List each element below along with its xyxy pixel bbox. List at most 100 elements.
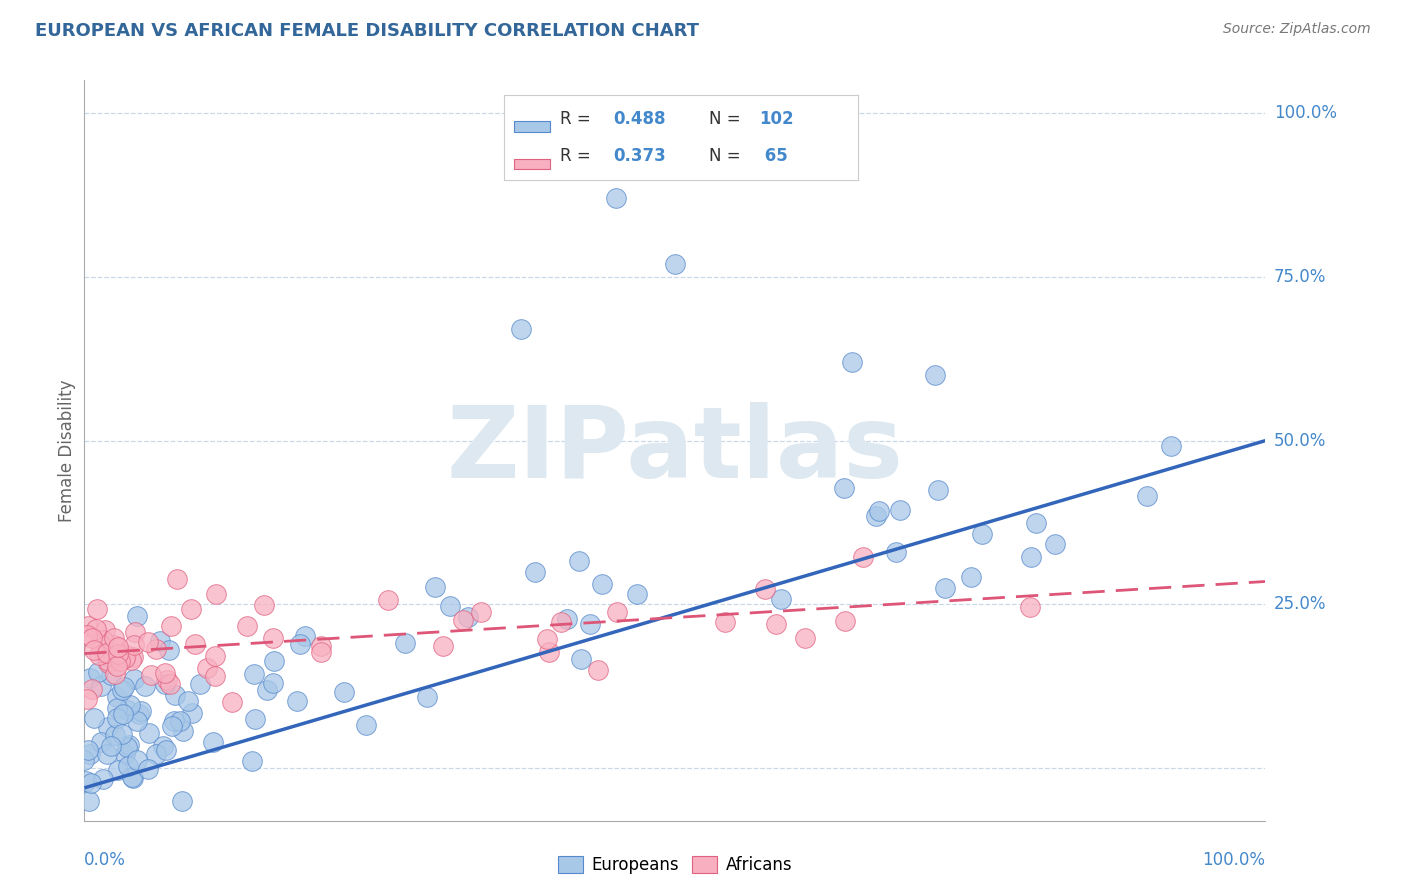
- Point: [180, 601, 202, 615]
- Point: [754, 582, 776, 596]
- Point: [79, 671, 101, 685]
- Point: [263, 654, 285, 668]
- Point: [96, 648, 118, 662]
- Point: [163, 714, 186, 729]
- Text: 50.0%: 50.0%: [1274, 432, 1326, 450]
- Text: 0.0%: 0.0%: [84, 851, 127, 869]
- Point: [114, 747, 136, 762]
- Point: [96, 747, 118, 761]
- Point: [120, 698, 142, 712]
- Point: [128, 706, 150, 721]
- Point: [852, 550, 875, 565]
- Point: [105, 711, 128, 725]
- Text: ZIPatlas: ZIPatlas: [447, 402, 903, 499]
- Point: [115, 648, 138, 663]
- Point: [93, 646, 115, 660]
- Point: [166, 572, 188, 586]
- Point: [114, 650, 136, 665]
- Point: [959, 570, 981, 584]
- Point: [221, 695, 243, 709]
- Point: [180, 706, 202, 721]
- Point: [309, 645, 332, 659]
- Point: [188, 677, 211, 691]
- Point: [285, 694, 308, 708]
- Point: [129, 704, 152, 718]
- Point: [204, 649, 226, 664]
- Point: [157, 643, 180, 657]
- Point: [1136, 489, 1159, 503]
- Point: [550, 615, 572, 629]
- Point: [889, 503, 911, 517]
- Point: [76, 628, 98, 642]
- Point: [294, 629, 316, 643]
- Point: [104, 728, 127, 742]
- Point: [927, 483, 949, 497]
- Point: [834, 614, 856, 628]
- Point: [112, 680, 135, 694]
- Text: 25.0%: 25.0%: [1274, 596, 1326, 614]
- Point: [765, 617, 787, 632]
- Point: [138, 726, 160, 740]
- Point: [568, 554, 591, 568]
- Point: [115, 703, 138, 717]
- Point: [205, 587, 228, 601]
- Point: [416, 690, 439, 705]
- Point: [104, 667, 127, 681]
- Point: [262, 676, 284, 690]
- Point: [924, 368, 946, 383]
- Point: [153, 677, 176, 691]
- Point: [170, 794, 193, 808]
- Point: [155, 742, 177, 756]
- Point: [423, 580, 446, 594]
- Point: [256, 682, 278, 697]
- Point: [664, 257, 686, 271]
- Point: [122, 673, 145, 687]
- Point: [288, 637, 311, 651]
- Text: 75.0%: 75.0%: [1274, 268, 1326, 285]
- Point: [97, 654, 120, 668]
- Point: [470, 605, 492, 619]
- Point: [333, 685, 356, 699]
- Point: [714, 615, 737, 629]
- Point: [134, 680, 156, 694]
- Point: [970, 527, 993, 541]
- Point: [262, 631, 284, 645]
- Point: [569, 652, 592, 666]
- Point: [605, 191, 627, 205]
- Point: [97, 720, 120, 734]
- Point: [111, 727, 134, 741]
- Point: [125, 714, 148, 728]
- Point: [97, 657, 120, 671]
- Text: Source: ZipAtlas.com: Source: ZipAtlas.com: [1223, 22, 1371, 37]
- Point: [1018, 600, 1040, 615]
- Point: [868, 504, 890, 518]
- Point: [1043, 537, 1066, 551]
- Point: [195, 661, 218, 675]
- Point: [107, 764, 129, 778]
- Point: [451, 613, 474, 627]
- Point: [103, 638, 125, 652]
- Text: 100.0%: 100.0%: [1274, 104, 1337, 122]
- Point: [1019, 549, 1042, 564]
- Text: 100.0%: 100.0%: [1202, 851, 1265, 869]
- Point: [90, 735, 112, 749]
- Point: [586, 663, 609, 677]
- Point: [80, 631, 103, 645]
- Point: [91, 632, 114, 647]
- Point: [934, 582, 956, 596]
- Point: [309, 639, 332, 653]
- Point: [79, 747, 101, 761]
- Point: [537, 645, 560, 659]
- Point: [83, 711, 105, 725]
- Point: [100, 739, 122, 753]
- Point: [591, 577, 613, 591]
- Point: [141, 667, 163, 681]
- Point: [145, 641, 167, 656]
- Point: [77, 618, 100, 632]
- Point: [124, 625, 146, 640]
- Point: [87, 665, 110, 679]
- Point: [536, 632, 558, 646]
- Point: [121, 770, 143, 784]
- Point: [75, 774, 97, 789]
- Point: [89, 637, 111, 651]
